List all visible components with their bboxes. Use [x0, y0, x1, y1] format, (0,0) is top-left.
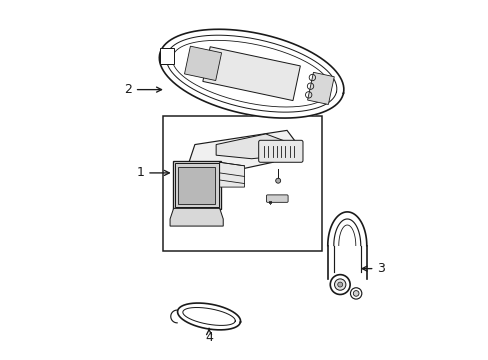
- Text: 4: 4: [204, 328, 213, 344]
- Polygon shape: [187, 130, 297, 173]
- Circle shape: [334, 279, 345, 290]
- Circle shape: [275, 178, 280, 183]
- Polygon shape: [203, 47, 300, 100]
- FancyBboxPatch shape: [266, 195, 287, 202]
- FancyBboxPatch shape: [174, 163, 218, 207]
- Circle shape: [329, 275, 349, 294]
- Text: 1: 1: [136, 166, 169, 179]
- Polygon shape: [216, 134, 293, 159]
- Polygon shape: [170, 208, 223, 226]
- Polygon shape: [307, 72, 334, 104]
- Polygon shape: [159, 48, 173, 64]
- FancyBboxPatch shape: [172, 161, 220, 210]
- Text: 2: 2: [124, 83, 161, 96]
- Bar: [163, 116, 322, 251]
- FancyBboxPatch shape: [178, 167, 215, 204]
- Polygon shape: [177, 303, 240, 330]
- Text: 3: 3: [362, 262, 385, 275]
- Circle shape: [353, 291, 358, 296]
- Circle shape: [350, 288, 361, 299]
- Polygon shape: [219, 162, 244, 187]
- Polygon shape: [184, 46, 221, 81]
- FancyBboxPatch shape: [258, 140, 303, 162]
- Polygon shape: [159, 29, 343, 118]
- Circle shape: [337, 282, 342, 287]
